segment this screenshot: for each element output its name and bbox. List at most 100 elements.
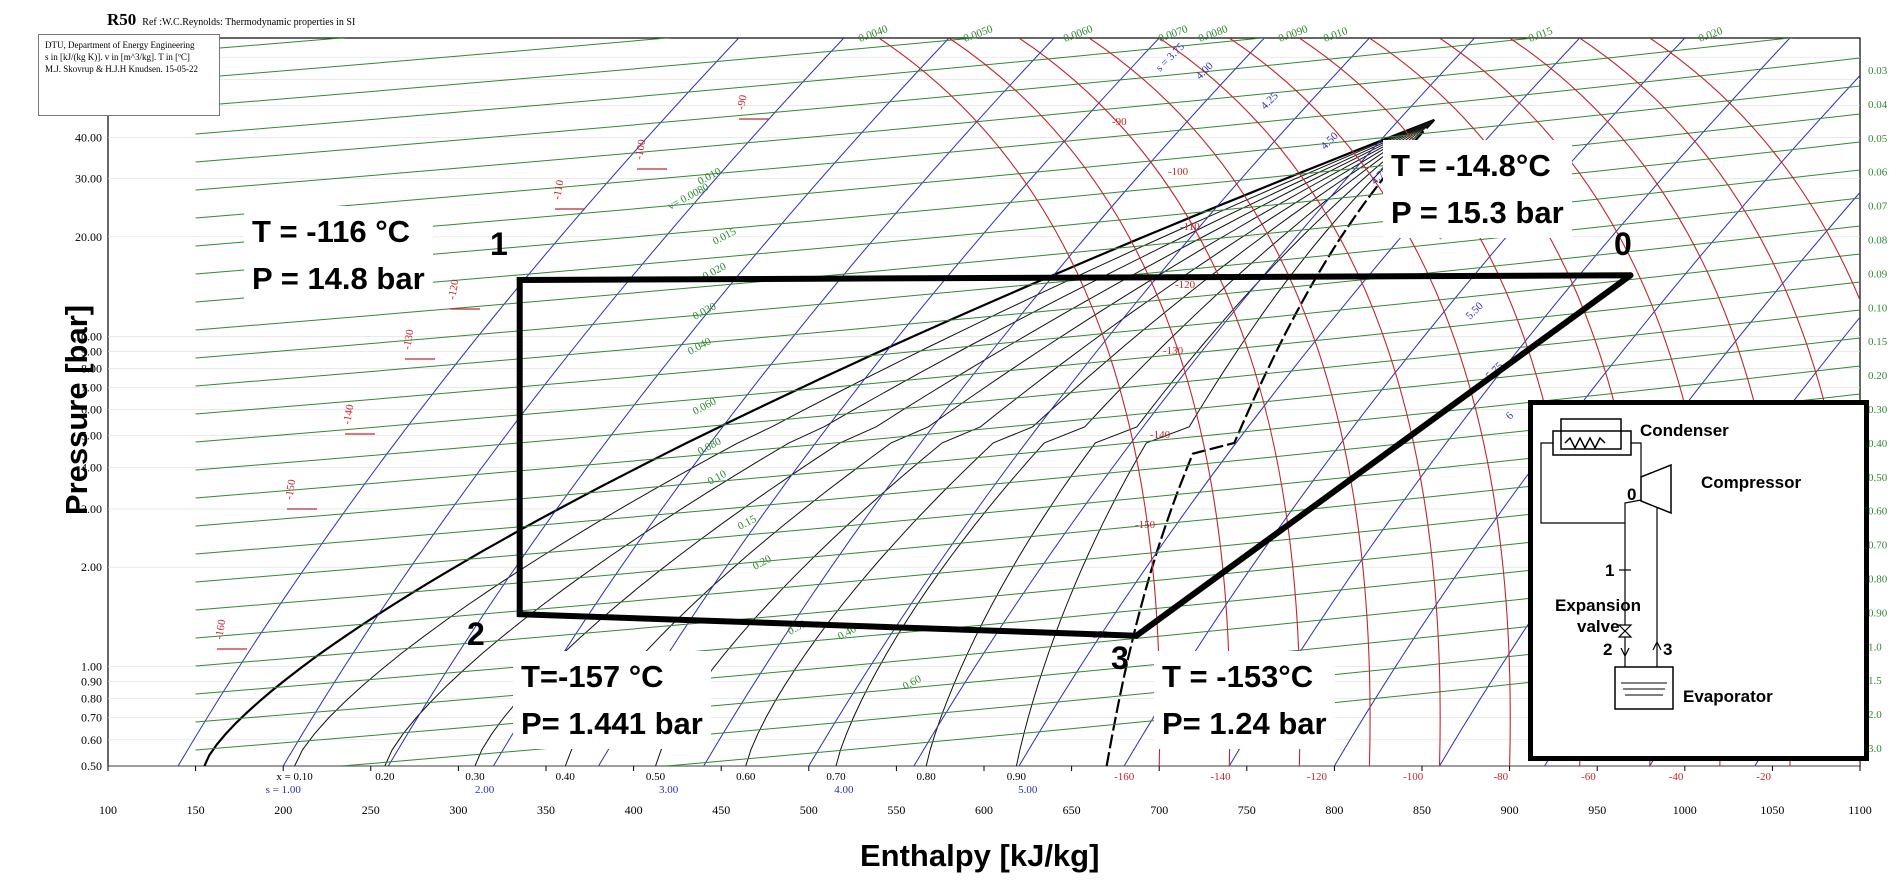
schematic-point-2: 2 — [1603, 640, 1613, 659]
cycle-state-point — [1627, 272, 1634, 279]
entropy-label: 4.00 — [834, 784, 854, 796]
isochore-line — [195, 38, 1268, 135]
isotherm-line — [1158, 38, 1441, 766]
state-3-marker: 3 — [1111, 640, 1129, 676]
y-tick-label: 6.00 — [81, 403, 102, 417]
cycle-schematic: Condenser Compressor Expansion valve Eva… — [1528, 400, 1869, 761]
y-tick-label: 7.00 — [81, 380, 102, 394]
x-tick-label: 850 — [1413, 803, 1431, 817]
compressor-icon — [1640, 463, 1672, 515]
x-tick-label: 800 — [1325, 803, 1343, 817]
isochore-right-label: 2.0 — [1868, 709, 1882, 721]
x-tick-label: 650 — [1063, 803, 1081, 817]
schematic-point-1: 1 — [1605, 561, 1615, 580]
quality-label: 0.30 — [465, 771, 485, 783]
isochore-right-label: 0.50 — [1868, 472, 1888, 484]
isotherm-bottom-label: -40 — [1669, 771, 1684, 783]
refrigeration-cycle — [516, 272, 1634, 639]
isochore-right-label: 0.20 — [1868, 370, 1888, 382]
state-1-marker: 1 — [490, 226, 508, 262]
y-tick-label: 20.00 — [75, 230, 102, 244]
saturated-liquid-line — [203, 118, 1435, 766]
isotherm-liquid-label: -120 — [446, 278, 461, 300]
isotherm-line — [948, 38, 1231, 766]
y-tick-label: 0.80 — [81, 692, 102, 706]
isotherm-liquid-label: -140 — [341, 403, 356, 425]
isochore-right-label: 0.05 — [1868, 133, 1888, 145]
y-tick-label: 1.00 — [81, 660, 102, 674]
state-1-temperature: T = -116 °C — [252, 214, 410, 249]
isochore-line — [195, 38, 673, 79]
x-tick-label: 700 — [1150, 803, 1168, 817]
state-2-marker: 2 — [467, 616, 485, 652]
valve-label: valve — [1577, 617, 1620, 636]
info-line: s in [kJ/(kg K)]. v in [m^3/kg]. T in [º… — [45, 52, 190, 62]
isentrope-line — [387, 38, 950, 766]
y-tick-label: 0.70 — [81, 711, 102, 725]
pipe-loop — [1540, 442, 1642, 570]
state-2-temperature: T=-157 °C — [521, 659, 664, 694]
isotherm-liquid-label: -100 — [633, 138, 648, 160]
isochore-right-label: 0.30 — [1868, 404, 1888, 416]
isochore-line — [195, 365, 1860, 527]
quality-label: 0.60 — [736, 771, 756, 783]
state-0-annotation: T = -14.8°C P = 15.3 bar — [1383, 140, 1572, 238]
quality-label: 0.20 — [375, 771, 395, 783]
state-1-pressure: P = 14.8 bar — [252, 261, 425, 296]
isentrope-line — [913, 38, 1475, 766]
isochore-line — [195, 113, 1860, 275]
isochore-line — [195, 38, 980, 107]
y-tick-label: 3.00 — [81, 502, 102, 516]
x-axis-label: Enthalpy [kJ/kg] — [860, 838, 1100, 873]
entropy-label: 5.00 — [1018, 784, 1038, 796]
y-tick-label: 0.60 — [81, 733, 102, 747]
isotherm-liquid-label: -160 — [213, 618, 228, 640]
y-tick-label: 8.00 — [81, 361, 102, 375]
condenser-box — [1560, 418, 1622, 450]
quality-label: 0.80 — [917, 771, 937, 783]
isotherm-line — [878, 38, 1161, 766]
isochore-line — [195, 309, 1860, 471]
isotherm-line — [1018, 38, 1301, 766]
isotherm-bottom-label: -60 — [1581, 771, 1596, 783]
isochore-line — [195, 85, 1860, 247]
y-tick-label: 10.00 — [75, 329, 102, 343]
x-tick-label: 1050 — [1760, 803, 1784, 817]
quality-line — [925, 119, 1435, 766]
state-2-pressure: P= 1.441 bar — [521, 706, 703, 741]
isochore-line — [195, 225, 1860, 387]
isochore-right-label: 0.04 — [1868, 99, 1888, 111]
isotherm-dome-label: -120 — [1175, 279, 1196, 291]
quality-label: 0.40 — [556, 771, 576, 783]
state-0-temperature: T = -14.8°C — [1391, 148, 1551, 183]
y-tick-label: 9.00 — [81, 344, 102, 358]
y-tick-label: 30.00 — [75, 172, 102, 186]
isochore-line — [195, 57, 1860, 219]
quality-label: 0.90 — [1007, 771, 1027, 783]
expansion-label: Expansion — [1555, 596, 1641, 615]
info-line: M.J. Skovrup & H.J.H Knudsen. 15-05-22 — [45, 64, 198, 74]
isochore-line — [195, 281, 1860, 443]
state-1-annotation: T = -116 °C P = 14.8 bar — [244, 206, 433, 304]
state-3-pressure: P= 1.24 bar — [1162, 706, 1327, 741]
y-tick-label: 40.00 — [75, 130, 102, 144]
x-tick-label: 1000 — [1673, 803, 1697, 817]
x-tick-label: 350 — [537, 803, 555, 817]
cycle-state-point — [516, 277, 523, 284]
isotherm-bottom-label: -80 — [1494, 771, 1509, 783]
quality-line — [294, 119, 1435, 766]
x-tick-label: 1100 — [1848, 803, 1872, 817]
flow-arrow-down-icon — [1620, 640, 1662, 658]
x-tick-label: 300 — [449, 803, 467, 817]
isochore-line — [195, 337, 1860, 499]
y-axis-label: Pressure [bar] — [59, 304, 95, 516]
info-box: DTU, Department of Energy Engineering s … — [38, 34, 220, 116]
y-tick-label: 4.00 — [81, 461, 102, 475]
evaporator-box — [1614, 666, 1674, 710]
info-line: DTU, Department of Energy Engineering — [45, 40, 195, 50]
isotherm-liquid-label: -110 — [551, 178, 566, 200]
isotherm-dome-label: -130 — [1163, 345, 1184, 357]
isochore-right-label: 0.08 — [1868, 235, 1888, 247]
schematic-point-0: 0 — [1627, 485, 1637, 504]
isochore-right-label: 0.70 — [1868, 540, 1888, 552]
